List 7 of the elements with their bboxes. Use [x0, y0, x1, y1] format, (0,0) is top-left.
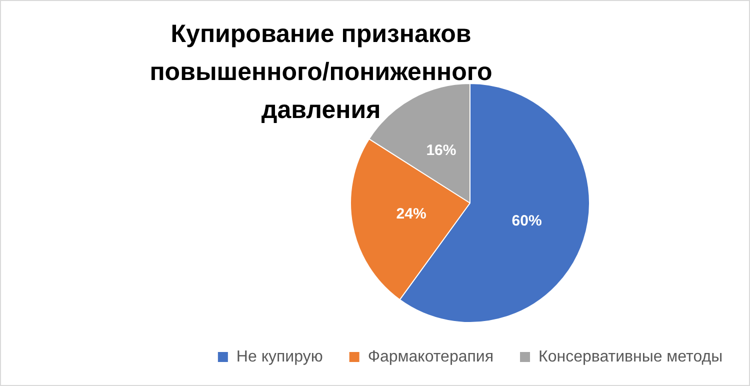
data-label: 16% — [426, 142, 456, 159]
data-label: 24% — [396, 205, 426, 222]
chart-title: Купирование признаков повышенного/пониженного давления — [148, 19, 494, 126]
legend-label: Фармакотерапия — [368, 348, 494, 366]
legend-label: Консервативные методы — [538, 348, 723, 366]
legend-label: Не купирую — [236, 348, 323, 366]
data-label: 60% — [512, 212, 542, 230]
